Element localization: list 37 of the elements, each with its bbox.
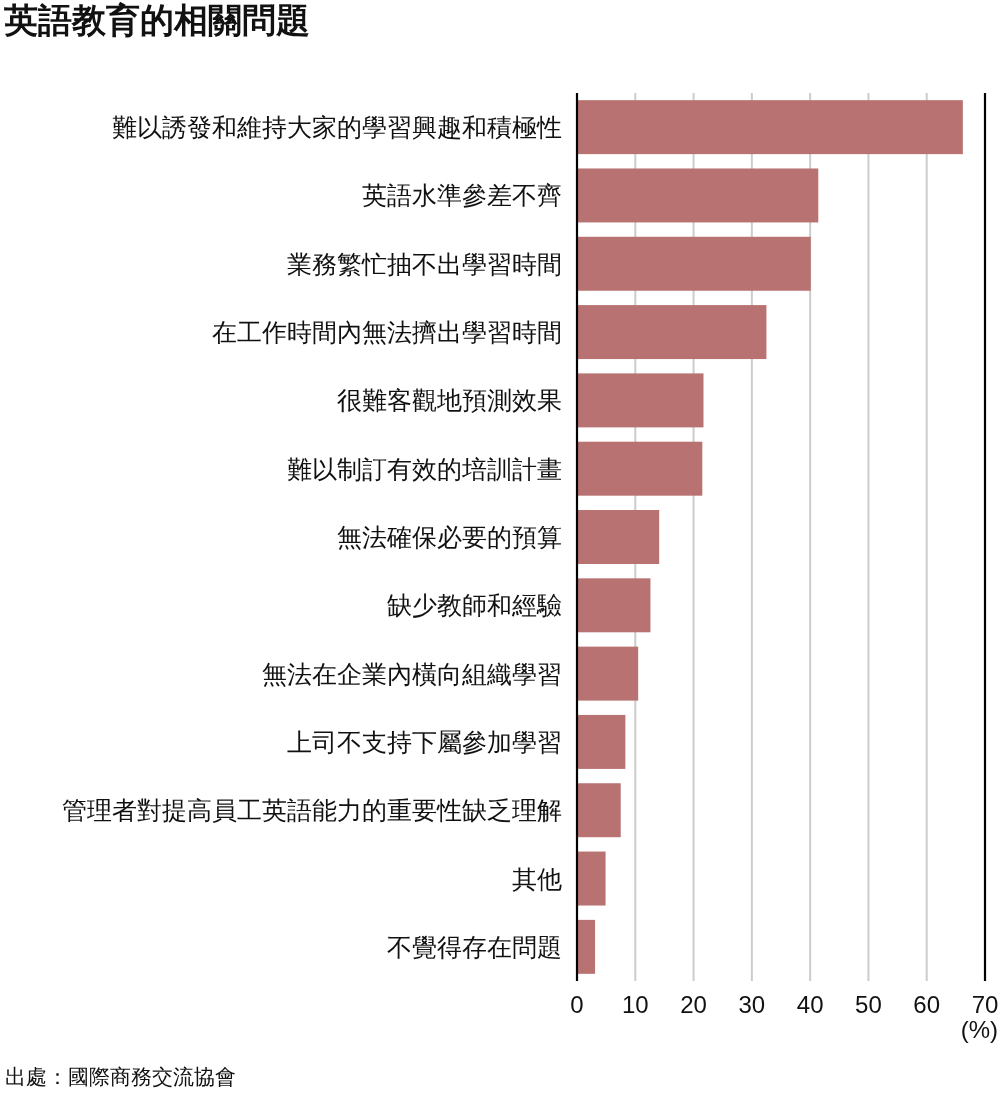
y-tick-label: 很難客觀地預測效果 (337, 386, 562, 415)
bar (577, 100, 963, 155)
x-tick-label: 20 (680, 991, 707, 1018)
y-tick-label: 其他 (512, 864, 562, 893)
y-tick-label: 在工作時間內無法擠出學習時間 (212, 318, 562, 347)
y-tick-label: 英語水準參差不齊 (362, 181, 562, 210)
bar (577, 646, 639, 701)
x-axis-title: (%) (960, 1016, 998, 1043)
y-tick-label: 難以制訂有效的培訓計畫 (287, 454, 562, 483)
bar (577, 714, 626, 769)
bar (577, 168, 819, 223)
y-tick-label: 缺少教師和經驗 (387, 591, 562, 620)
bar (577, 510, 660, 564)
x-tick-label: 60 (913, 991, 941, 1018)
x-tick-label: 40 (796, 991, 824, 1018)
y-tick-label: 管理者對提高員工英語能力的重要性缺乏理解 (62, 796, 562, 825)
y-tick-label: 無法在企業內橫向組織學習 (262, 659, 562, 688)
x-tick-label: 30 (738, 991, 766, 1018)
bar (577, 578, 651, 633)
y-tick-label: 上司不支持下屬參加學習 (287, 727, 562, 756)
x-tick-label: 50 (855, 991, 882, 1018)
x-tick-label: 70 (971, 991, 999, 1018)
text: 英語教育的相關問題 (3, 1, 310, 39)
text: 出處：國際商務交流協會 (5, 1065, 236, 1088)
y-tick-label: 業務繁忙抽不出學習時間 (287, 249, 562, 278)
y-tick-label: 無法確保必要的預算 (337, 523, 562, 551)
bar (577, 783, 621, 838)
y-tick-label: 難以誘發和維持大家的學習興趣和積極性 (112, 113, 562, 142)
bar (577, 305, 767, 360)
bar (577, 441, 703, 496)
bar (577, 373, 704, 428)
bar (577, 851, 606, 906)
bar (577, 236, 811, 291)
y-tick-label: 不覺得存在問題 (387, 932, 562, 961)
x-tick-label: 10 (621, 991, 649, 1018)
x-tick-label: 0 (570, 991, 584, 1018)
bar (577, 919, 596, 974)
